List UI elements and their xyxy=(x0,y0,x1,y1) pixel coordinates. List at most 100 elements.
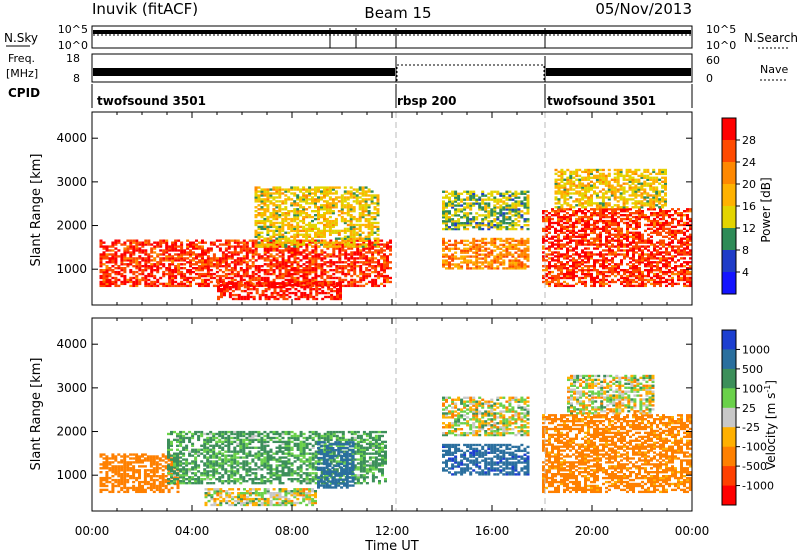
scatter-cell xyxy=(575,235,578,238)
scatter-cell xyxy=(505,216,509,219)
scatter-cell xyxy=(302,206,306,209)
scatter-cell xyxy=(502,239,506,243)
scatter-cell xyxy=(608,269,611,272)
scatter-cell xyxy=(276,297,280,301)
scatter-cell xyxy=(601,182,605,185)
scatter-cell xyxy=(150,282,154,286)
scatter-cell xyxy=(245,265,249,268)
scatter-cell xyxy=(99,239,103,242)
scatter-cell xyxy=(334,241,338,244)
scatter-cell xyxy=(364,217,368,221)
scatter-cell xyxy=(662,245,665,248)
scatter-cell xyxy=(209,280,213,284)
scatter-cell xyxy=(325,241,329,244)
scatter-cell xyxy=(195,247,198,250)
scatter-cell xyxy=(569,269,572,272)
scatter-cell xyxy=(617,239,620,242)
scatter-cell xyxy=(317,231,320,234)
scatter-cell xyxy=(335,265,339,268)
scatter-cell xyxy=(569,176,573,179)
scatter-cell xyxy=(206,259,210,262)
scatter-cell xyxy=(683,253,686,256)
scatter-cell xyxy=(656,219,659,223)
scatter-cell xyxy=(626,245,629,248)
scatter-cell xyxy=(542,247,545,250)
scatter-cell xyxy=(275,247,279,250)
scatter-cell xyxy=(296,186,300,189)
scatter-cell xyxy=(617,215,620,219)
scatter-cell xyxy=(584,243,587,246)
scatter-cell xyxy=(508,237,512,241)
scatter-cell xyxy=(572,259,575,262)
scatter-cell xyxy=(508,204,512,207)
scatter-cell xyxy=(266,243,270,246)
scatter-cell xyxy=(496,222,500,225)
scatter-cell xyxy=(165,251,169,254)
scatter-cell xyxy=(451,247,455,250)
scatter-cell xyxy=(487,261,491,264)
scatter-cell xyxy=(448,255,451,258)
scatter-cell xyxy=(374,239,378,242)
scatter-cell xyxy=(628,176,632,179)
scatter-cell xyxy=(303,286,307,289)
scatter-cell xyxy=(126,251,130,254)
scatter-cell xyxy=(308,186,312,189)
scatter-cell xyxy=(611,261,614,264)
scatter-cell xyxy=(376,225,380,229)
scatter-cell xyxy=(448,257,451,260)
scatter-cell xyxy=(300,291,304,295)
scatter-cell xyxy=(317,212,320,215)
scatter-cell xyxy=(578,239,581,242)
scatter-cell xyxy=(656,276,659,280)
scatter-cell xyxy=(334,186,338,189)
scatter-cell xyxy=(466,227,470,231)
scatter-cell xyxy=(683,237,686,240)
scatter-cell xyxy=(457,265,461,268)
scatter-cell xyxy=(305,253,309,256)
scatter-cell xyxy=(257,225,261,229)
scatter-cell xyxy=(478,253,482,256)
scatter-cell xyxy=(463,226,467,229)
scatter-cell xyxy=(201,249,204,252)
scatter-cell xyxy=(601,206,605,209)
scatter-cell xyxy=(293,259,297,262)
scatter-cell xyxy=(362,261,366,264)
scatter-cell xyxy=(320,272,324,276)
scatter-cell xyxy=(587,265,590,268)
scatter-cell xyxy=(350,284,354,288)
scatter-cell xyxy=(257,235,261,238)
scatter-cell xyxy=(314,270,318,274)
scatter-cell xyxy=(598,172,602,176)
scatter-cell xyxy=(656,282,659,286)
scatter-cell xyxy=(641,276,644,280)
scatter-cell xyxy=(132,257,136,260)
scatter-cell xyxy=(445,261,448,264)
scatter-cell xyxy=(526,257,530,260)
scatter-cell xyxy=(595,202,599,205)
scatter-cell xyxy=(296,270,300,274)
scatter-cell xyxy=(296,276,300,280)
scatter-cell xyxy=(674,229,677,233)
scatter-cell xyxy=(257,269,261,272)
scatter-cell xyxy=(228,286,232,289)
scatter-cell xyxy=(548,265,551,268)
scatter-cell xyxy=(138,247,142,250)
scatter-cell xyxy=(623,280,626,284)
scatter-cell xyxy=(284,249,288,252)
scatter-cell xyxy=(117,241,121,244)
scatter-cell xyxy=(626,263,629,266)
scatter-cell xyxy=(317,206,320,209)
scatter-cell xyxy=(454,222,458,225)
scatter-cell xyxy=(599,265,602,268)
scatter-cell xyxy=(251,270,255,274)
scatter-cell xyxy=(520,253,524,256)
scatter-cell xyxy=(631,170,635,174)
scatter-cell xyxy=(640,182,644,185)
scatter-cell xyxy=(611,215,614,219)
scatter-cell xyxy=(278,206,282,209)
scatter-cell xyxy=(331,200,335,203)
scatter-cell xyxy=(257,227,261,231)
scatter-cell xyxy=(671,239,674,242)
scatter-cell xyxy=(349,204,353,207)
scatter-cell xyxy=(114,272,118,276)
